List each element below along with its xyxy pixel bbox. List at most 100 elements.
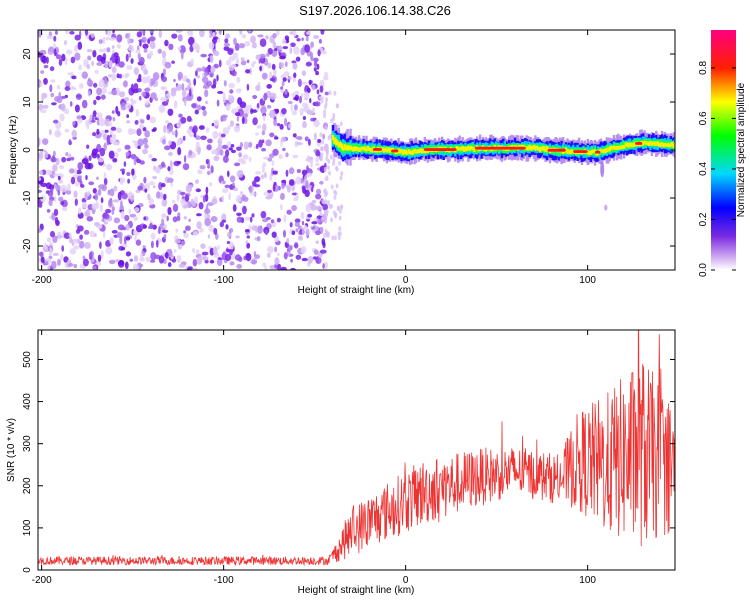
signal-band-segment [521,144,524,149]
noise-blob [192,231,199,236]
signal-band-segment [658,143,661,147]
noise-blob [236,264,243,269]
signal-core [547,148,566,152]
noise-blob [255,225,258,233]
noise-blob [100,197,104,204]
signal-band-segment [526,146,530,151]
noise-blob [147,225,154,230]
noise-blob [249,67,252,76]
signal-band-segment [414,149,418,154]
noise-blob [70,156,75,161]
signal-band-segment [410,150,413,155]
noise-blob [40,109,47,114]
noise-blob [59,113,65,122]
noise-blob [57,231,62,240]
noise-blob [268,71,273,80]
noise-blob [217,144,223,150]
noise-blob [232,182,235,187]
noise-blob [134,207,140,213]
noise-blob [208,225,215,232]
noise-blob [257,225,263,234]
noise-blob [116,34,123,43]
noise-blob [160,192,163,200]
noise-blob [164,145,171,151]
noise-blob [154,166,161,173]
noise-blob [149,36,156,42]
noise-blob [290,42,296,48]
noise-blob [261,165,265,173]
noise-blob [150,92,157,100]
noise-blob [193,78,197,86]
noise-blob [82,201,88,209]
noise-blob [281,182,285,190]
noise-blob [96,54,103,62]
signal-band-segment [591,150,594,154]
noise-blob [325,175,329,181]
noise-blob [244,216,251,221]
noise-blob [321,139,324,145]
noise-blob [65,80,71,88]
noise-blob [270,219,275,224]
noise-blob [112,30,115,34]
signal-band-segment [666,142,670,147]
noise-blob [209,259,215,264]
noise-blob [158,226,161,235]
noise-blob [263,191,268,196]
noise-blob [257,34,264,38]
noise-blob [282,46,289,50]
noise-blob [41,55,47,64]
noise-blob [40,256,45,264]
noise-blob [190,58,194,65]
signal-band-segment [350,146,354,151]
noise-blob [320,30,325,35]
noise-blob [86,123,90,130]
noise-blob [172,203,179,212]
noise-blob [329,154,333,160]
noise-blob [195,188,201,193]
noise-blob [304,175,307,183]
noise-blob [86,63,91,70]
noise-blob [279,204,283,211]
noise-blob [123,80,128,88]
noise-blob [338,208,342,214]
noise-blob [239,101,247,109]
noise-blob [338,226,342,232]
noise-blob [78,64,83,71]
noise-blob [271,160,275,166]
noise-blob [186,78,190,83]
noise-blob [300,93,304,98]
noise-blob [94,192,99,201]
signal-band-segment [337,142,341,148]
noise-blob [290,258,293,263]
signal-band-segment [416,149,419,154]
noise-blob [70,176,76,185]
noise-blob [231,63,237,69]
signal-band-segment [356,147,359,151]
noise-blob [229,175,236,183]
noise-blob [196,75,201,79]
noise-blob [79,240,85,249]
x-tick-label: 100 [579,275,596,286]
noise-blob [186,266,194,270]
noise-blob [148,154,153,159]
noise-blob [41,97,44,103]
noise-blob [124,144,131,150]
noise-blob [204,89,209,98]
signal-band-segment [369,147,373,153]
noise-blob [303,91,310,99]
noise-blob [105,208,112,214]
noise-blob [108,150,115,159]
noise-blob [113,217,121,224]
y-tick-label: 20 [22,48,33,60]
x-tick-label: 0 [403,575,409,586]
noise-blob [234,254,242,261]
noise-blob [67,72,73,76]
noise-blob [304,136,309,142]
noise-blob [87,190,91,197]
noise-blob [232,187,238,192]
noise-blob [192,258,198,267]
signal-band-segment [457,147,460,151]
noise-blob [211,198,218,205]
noise-blob [117,110,121,117]
